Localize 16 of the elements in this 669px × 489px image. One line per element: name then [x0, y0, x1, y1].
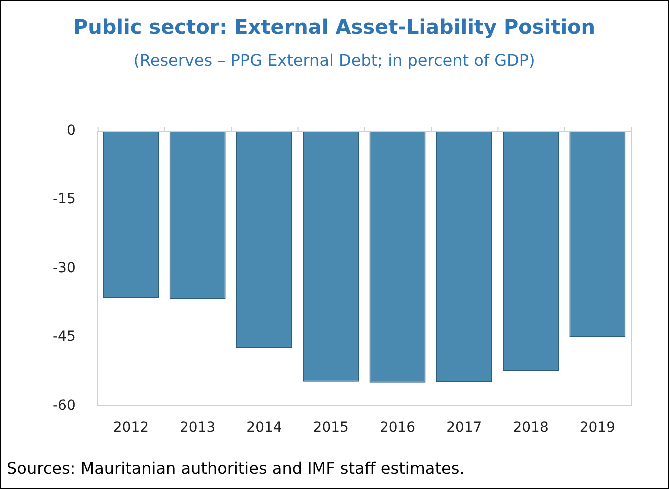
chart-subtitle: (Reserves – PPG External Debt; in percent of GDP) — [132, 51, 536, 70]
x-tick-label: 2012 — [113, 420, 150, 436]
x-tick-label: 2016 — [380, 420, 416, 436]
x-tick-label: 2018 — [513, 420, 549, 436]
chart-title: Public sector: External Asset-Liability Position — [72, 15, 597, 39]
x-tick-label: 2013 — [180, 420, 216, 436]
y-tick-label: 0 — [66, 123, 76, 140]
x-tick-label: 2015 — [313, 420, 349, 436]
x-tick-label: 2017 — [446, 420, 482, 436]
source-note: Sources: Mauritanian authorities and IMF staff estimates. — [7, 459, 465, 478]
y-tick-label: -45 — [52, 329, 76, 346]
y-tick-label: -30 — [52, 260, 76, 276]
y-tick-label: -60 — [52, 398, 76, 414]
x-tick-label: 2014 — [246, 420, 282, 436]
y-tick-label: -15 — [52, 192, 76, 208]
x-tick-label: 2019 — [580, 420, 616, 436]
